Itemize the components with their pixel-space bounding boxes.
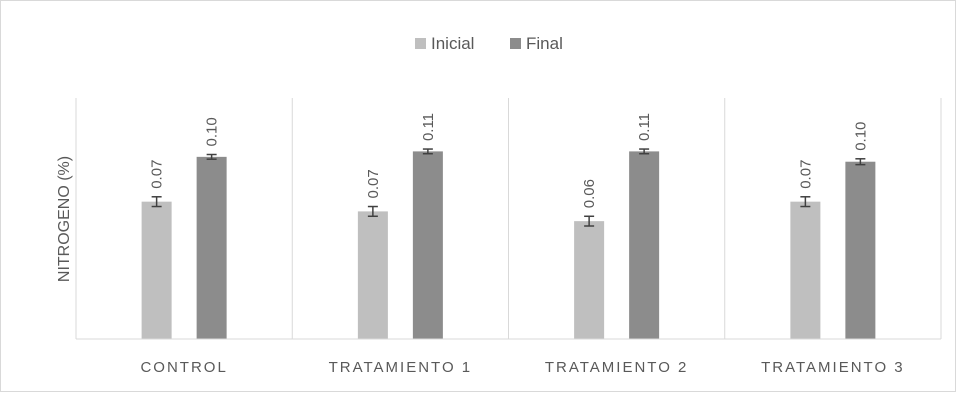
x-tick-label: TRATAMIENTO 3 [761, 359, 905, 376]
x-tick-label: CONTROL [140, 359, 227, 376]
data-label-final: 0.10 [204, 117, 221, 146]
data-label-final: 0.11 [420, 113, 437, 141]
bar-inicial [574, 221, 605, 339]
data-label-inicial: 0.07 [797, 160, 814, 189]
legend-swatch-inicial [415, 38, 426, 49]
x-tick-label: TRATAMIENTO 1 [329, 359, 473, 376]
data-label-inicial: 0.06 [581, 179, 598, 208]
bar-final [196, 156, 227, 339]
legend-label-final: Final [526, 34, 563, 53]
y-axis-title: NITROGENO (%) [56, 156, 73, 282]
legend: Inicial Final [415, 34, 563, 53]
bar-final [845, 161, 876, 339]
legend-swatch-final [510, 38, 521, 49]
legend-label-inicial: Inicial [431, 34, 474, 53]
x-tick-label: TRATAMIENTO 2 [545, 359, 689, 376]
bars [141, 151, 876, 339]
bar-inicial [141, 201, 172, 339]
data-label-inicial: 0.07 [365, 169, 382, 198]
data-label-inicial: 0.07 [149, 160, 166, 189]
x-axis-tick-labels: CONTROL TRATAMIENTO 1 TRATAMIENTO 2 TRATAMI… [140, 359, 905, 376]
bar-final [412, 151, 443, 339]
data-label-final: 0.10 [852, 122, 869, 151]
error-bars [151, 148, 866, 227]
bar-inicial [357, 211, 388, 339]
data-labels: 0.07 0.10 0.07 0.11 0.06 0.11 0.07 0.10 [149, 113, 870, 208]
bar-inicial [790, 201, 821, 339]
data-label-final: 0.11 [636, 113, 653, 141]
category-separators [75, 98, 942, 339]
bar-final [629, 151, 660, 339]
